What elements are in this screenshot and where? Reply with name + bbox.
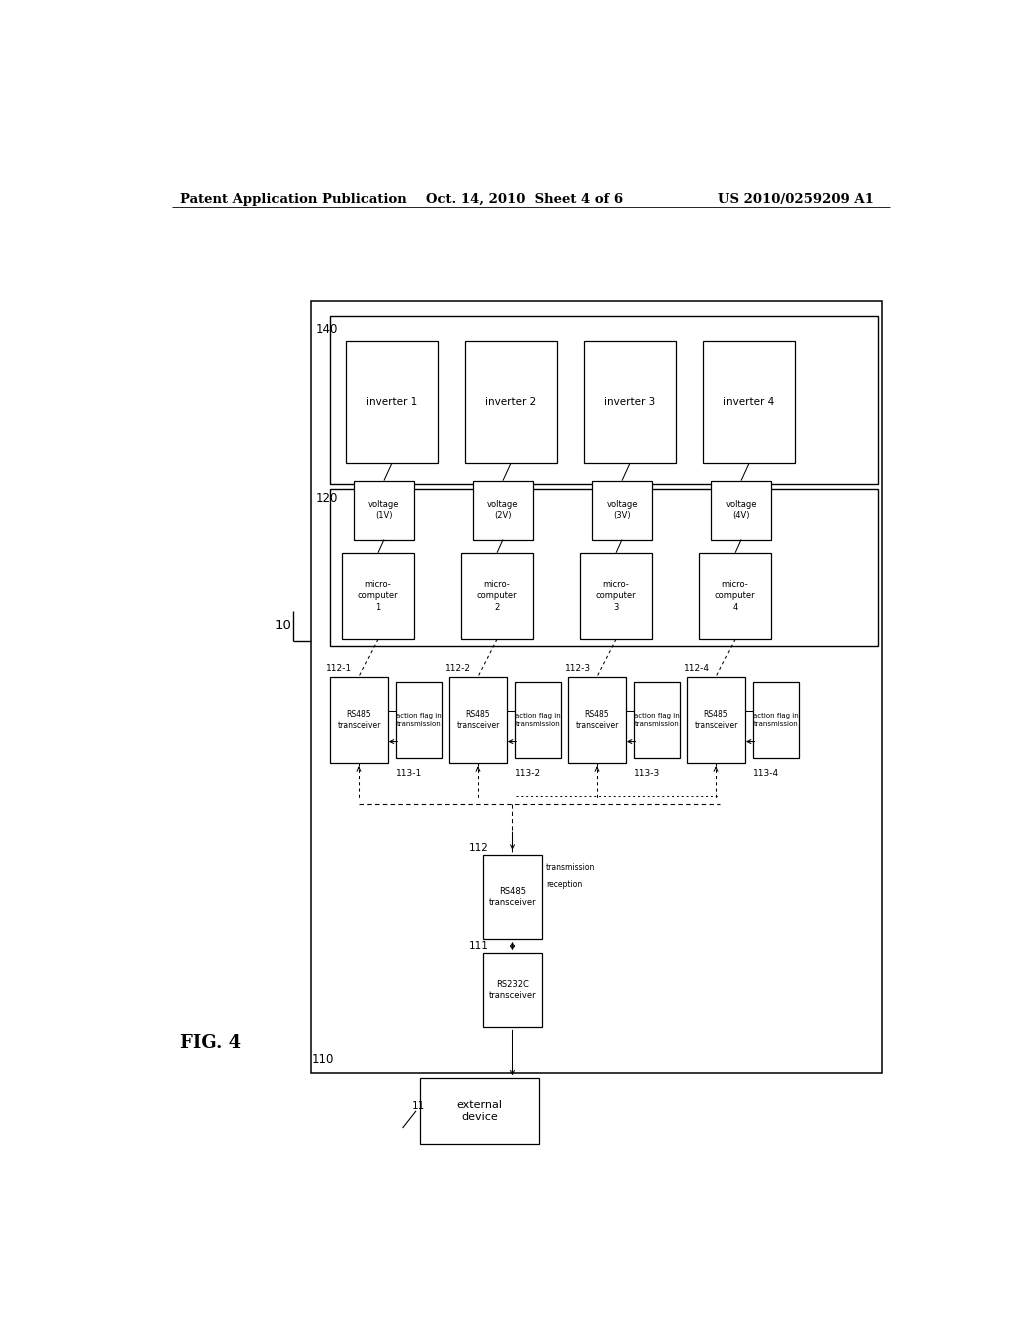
Text: 110: 110 xyxy=(312,1053,335,1067)
Bar xyxy=(331,315,878,483)
Text: micro-
computer
3: micro- computer 3 xyxy=(596,581,636,611)
Text: action flag in
transmission: action flag in transmission xyxy=(635,713,680,727)
Bar xyxy=(331,677,387,763)
Text: Oct. 14, 2010  Sheet 4 of 6: Oct. 14, 2010 Sheet 4 of 6 xyxy=(426,193,624,206)
Bar xyxy=(754,682,800,758)
Bar xyxy=(515,682,561,758)
Text: 112-4: 112-4 xyxy=(684,664,710,673)
Text: 120: 120 xyxy=(316,492,339,506)
Bar xyxy=(581,553,651,639)
Text: US 2010/0259209 A1: US 2010/0259209 A1 xyxy=(718,193,873,206)
Text: inverter 2: inverter 2 xyxy=(485,397,537,408)
Bar xyxy=(712,480,771,540)
Text: voltage
(4V): voltage (4V) xyxy=(725,500,757,520)
Text: inverter 1: inverter 1 xyxy=(367,397,418,408)
Bar xyxy=(699,553,771,639)
Text: micro-
computer
1: micro- computer 1 xyxy=(357,581,398,611)
Bar xyxy=(310,301,882,1073)
Text: RS485
transceiver: RS485 transceiver xyxy=(488,887,537,907)
Text: RS232C
transceiver: RS232C transceiver xyxy=(488,981,537,1001)
Text: 113-3: 113-3 xyxy=(634,768,660,777)
Bar xyxy=(482,854,543,939)
Text: 140: 140 xyxy=(316,322,339,335)
Bar xyxy=(420,1078,539,1144)
Text: action flag in
transmission: action flag in transmission xyxy=(396,713,442,727)
Text: voltage
(3V): voltage (3V) xyxy=(606,500,638,520)
Text: 112-1: 112-1 xyxy=(327,664,352,673)
Text: RS485
transceiver: RS485 transceiver xyxy=(694,710,737,730)
Text: external
device: external device xyxy=(457,1100,503,1122)
Text: 112-3: 112-3 xyxy=(564,664,591,673)
Text: 112: 112 xyxy=(469,842,489,853)
Text: transmission: transmission xyxy=(546,863,596,873)
Bar xyxy=(342,553,414,639)
Bar xyxy=(482,953,543,1027)
Text: 113-4: 113-4 xyxy=(754,768,779,777)
Bar xyxy=(687,677,744,763)
Bar xyxy=(396,682,442,758)
Bar xyxy=(703,342,795,463)
Text: RS485
transceiver: RS485 transceiver xyxy=(337,710,381,730)
Bar xyxy=(331,488,878,647)
Text: voltage
(1V): voltage (1V) xyxy=(369,500,399,520)
Text: 112-2: 112-2 xyxy=(445,664,471,673)
Bar xyxy=(461,553,532,639)
Bar xyxy=(634,682,680,758)
Text: 11: 11 xyxy=(412,1101,425,1110)
Text: micro-
computer
4: micro- computer 4 xyxy=(715,581,756,611)
Text: action flag in
transmission: action flag in transmission xyxy=(754,713,800,727)
Text: inverter 3: inverter 3 xyxy=(604,397,655,408)
Bar xyxy=(568,677,626,763)
Text: action flag in
transmission: action flag in transmission xyxy=(515,713,561,727)
Bar xyxy=(450,677,507,763)
Text: voltage
(2V): voltage (2V) xyxy=(487,500,519,520)
Text: micro-
computer
2: micro- computer 2 xyxy=(477,581,517,611)
Bar xyxy=(346,342,437,463)
Text: RS485
transceiver: RS485 transceiver xyxy=(457,710,500,730)
Text: FIG. 4: FIG. 4 xyxy=(179,1034,241,1052)
Bar xyxy=(465,342,557,463)
Text: reception: reception xyxy=(546,879,583,888)
Text: RS485
transceiver: RS485 transceiver xyxy=(575,710,618,730)
Text: 10: 10 xyxy=(274,619,292,632)
Text: inverter 4: inverter 4 xyxy=(723,397,774,408)
Bar xyxy=(592,480,651,540)
Text: 113-1: 113-1 xyxy=(396,768,423,777)
Bar xyxy=(354,480,414,540)
Text: 111: 111 xyxy=(469,941,489,952)
Bar xyxy=(473,480,532,540)
Text: Patent Application Publication: Patent Application Publication xyxy=(179,193,407,206)
Text: 113-2: 113-2 xyxy=(515,768,542,777)
Bar xyxy=(585,342,676,463)
